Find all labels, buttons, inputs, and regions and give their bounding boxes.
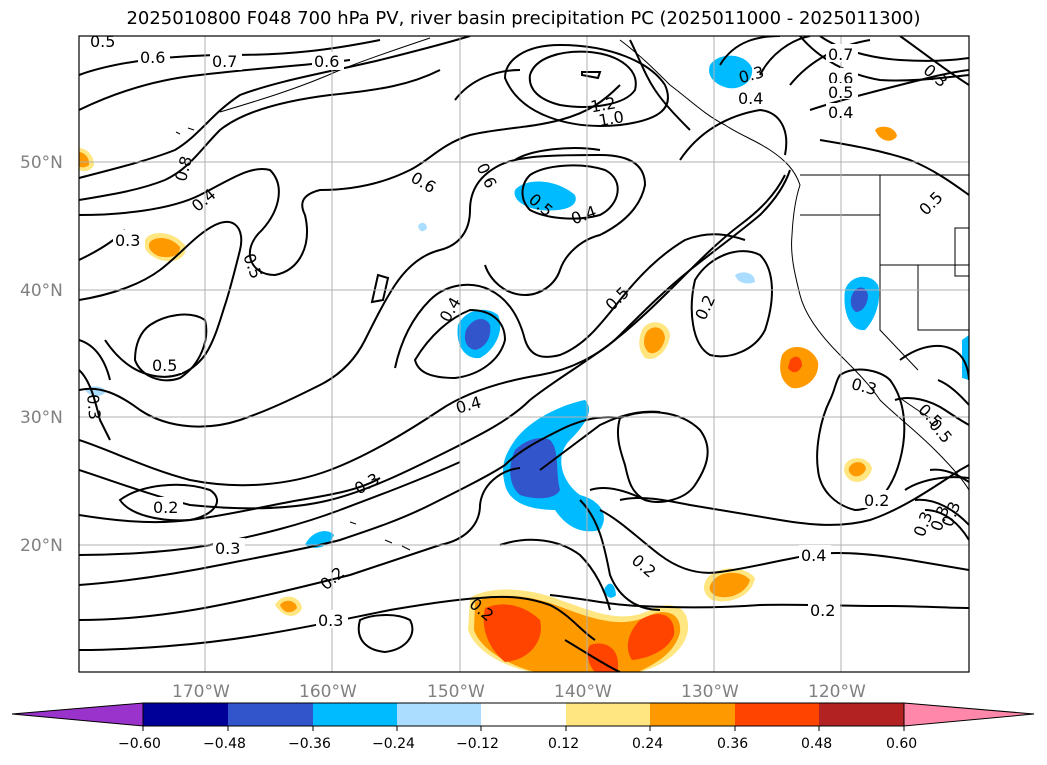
colorbar-extend-high	[903, 702, 1035, 727]
lat-label-20: 20°N	[20, 536, 63, 556]
lat-label-30: 30°N	[20, 408, 63, 428]
lon-label-140w: 140°W	[554, 682, 612, 702]
colorbar-tick: −0.60	[118, 736, 161, 752]
map-title: 2025010800 F048 700 hPa PV, river basin …	[126, 8, 921, 29]
colorbar-segment	[735, 703, 819, 726]
latitude-labels: 50°N 40°N 30°N 20°N	[20, 153, 63, 556]
colorbar-tick: −0.24	[372, 736, 415, 752]
colorbar-segment	[397, 703, 481, 726]
contour-label: 0.3	[83, 393, 104, 420]
colorbar-segment	[650, 703, 735, 726]
contour-label: 0.4	[738, 89, 763, 108]
lon-label-120w: 120°W	[808, 682, 866, 702]
map-area	[79, 36, 969, 672]
pv-contours	[79, 36, 969, 672]
colorbar-segment	[228, 703, 313, 726]
contour-label: 0.2	[864, 491, 889, 510]
precip-shading	[79, 55, 969, 672]
colorbar-segment	[566, 703, 650, 726]
contour-label: 0.3	[215, 539, 240, 558]
colorbar-tick: 0.60	[886, 736, 917, 752]
contour-label: 0.6	[314, 52, 339, 71]
colorbar-tick: 0.12	[548, 736, 579, 752]
colorbar-tick: 0.48	[801, 736, 832, 752]
contour-label: 0.5	[90, 32, 115, 51]
contour-label: 0.7	[828, 45, 853, 64]
lon-label-160w: 160°W	[299, 682, 357, 702]
colorbar-tick: −0.36	[288, 736, 331, 752]
colorbar-tick: 0.24	[632, 736, 663, 752]
lon-label-170w: 170°W	[172, 682, 230, 702]
colorbar-tick: 0.36	[717, 736, 748, 752]
longitude-labels: 170°W 160°W 150°W 140°W 130°W 120°W	[172, 682, 866, 702]
contour-label: 0.5	[828, 83, 853, 102]
colorbar-extend-low	[11, 702, 144, 727]
map-border	[78, 35, 970, 673]
contour-label: 0.4	[801, 546, 826, 565]
colorbar-segment	[313, 703, 397, 726]
contour-label: 0.5	[152, 356, 177, 375]
contour-label: 0.6	[140, 48, 165, 67]
contour-label: 0.7	[212, 52, 237, 71]
colorbar-tick: −0.48	[203, 736, 246, 752]
colorbar-segment	[481, 703, 566, 726]
contour-label: 0.2	[153, 498, 178, 517]
colorbar-segment	[143, 703, 228, 726]
colorbar: −0.60 −0.48 −0.36 −0.24 −0.12 0.12 0.24 …	[11, 702, 1035, 752]
contour-label: 0.2	[810, 601, 835, 620]
contour-label: 0.3	[115, 231, 140, 250]
lat-label-40: 40°N	[20, 281, 63, 301]
contour-label: 1.0	[597, 107, 625, 130]
lon-label-150w: 150°W	[427, 682, 485, 702]
colorbar-tick: −0.12	[456, 736, 499, 752]
contour-label: 1.2	[589, 93, 617, 116]
lat-label-50: 50°N	[20, 153, 63, 173]
coastlines	[175, 37, 969, 551]
lon-label-130w: 130°W	[681, 682, 739, 702]
contour-label: 0.4	[828, 103, 853, 122]
contour-label: 0.3	[318, 611, 343, 630]
colorbar-segment	[819, 703, 904, 726]
